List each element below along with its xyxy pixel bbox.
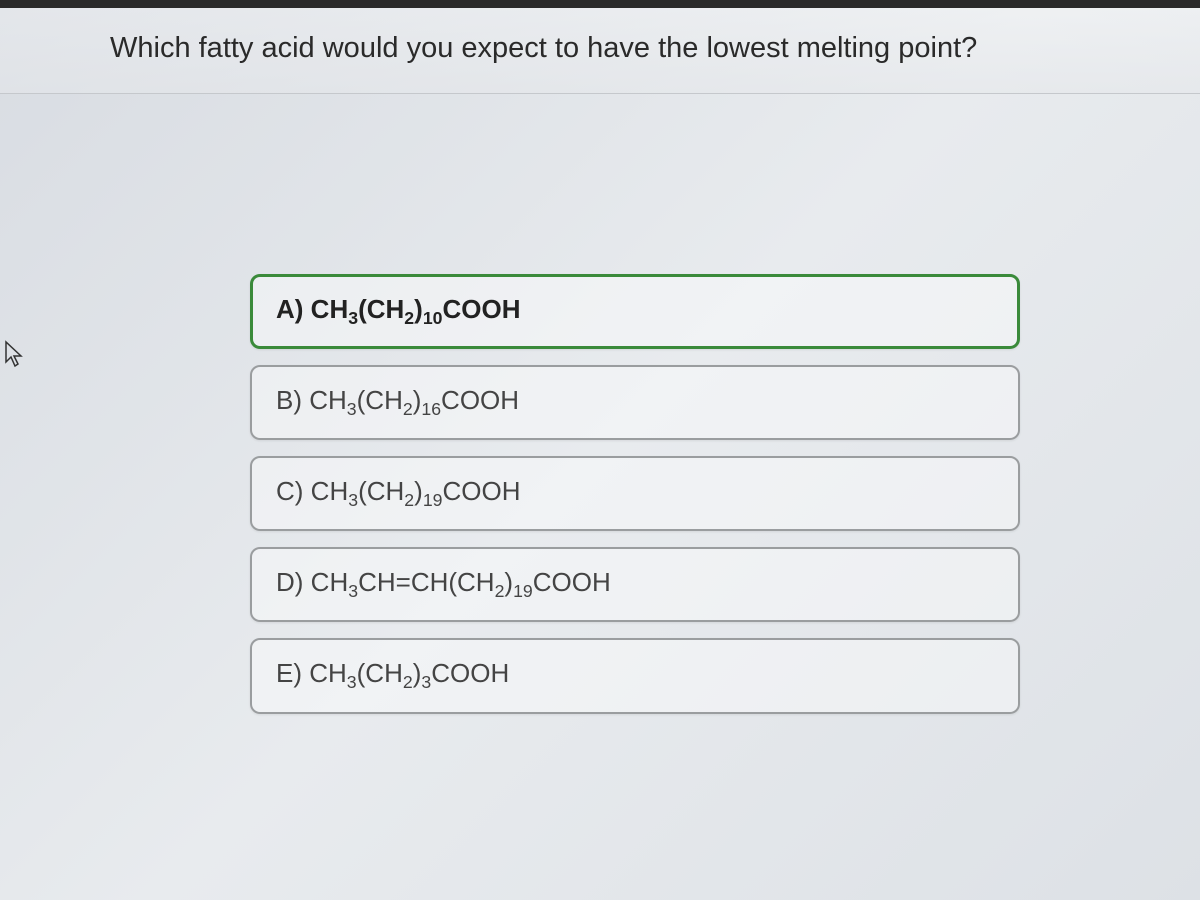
question-header: Which fatty acid would you expect to hav…: [0, 0, 1200, 94]
option-letter: E): [276, 658, 309, 688]
answer-option-a[interactable]: A) CH3(CH2)10COOH: [250, 274, 1020, 349]
option-letter: B): [276, 385, 309, 415]
cursor-icon: [4, 340, 26, 375]
option-letter: C): [276, 476, 311, 506]
answer-option-c[interactable]: C) CH3(CH2)19COOH: [250, 456, 1020, 531]
answer-option-e[interactable]: E) CH3(CH2)3COOH: [250, 638, 1020, 713]
option-formula: CH3(CH2)16COOH: [309, 385, 519, 415]
option-letter: A): [276, 294, 311, 324]
screen-top-bezel: [0, 0, 1200, 8]
answer-option-d[interactable]: D) CH3CH=CH(CH2)19COOH: [250, 547, 1020, 622]
options-list: A) CH3(CH2)10COOH B) CH3(CH2)16COOH C) CH3…: [0, 94, 1200, 754]
option-formula: CH3(CH2)3COOH: [309, 658, 509, 688]
option-formula: CH3(CH2)19COOH: [311, 476, 521, 506]
answer-option-b[interactable]: B) CH3(CH2)16COOH: [250, 365, 1020, 440]
option-formula: CH3CH=CH(CH2)19COOH: [311, 567, 611, 597]
question-text: Which fatty acid would you expect to hav…: [110, 30, 1090, 68]
option-formula: CH3(CH2)10COOH: [311, 294, 521, 324]
option-letter: D): [276, 567, 311, 597]
